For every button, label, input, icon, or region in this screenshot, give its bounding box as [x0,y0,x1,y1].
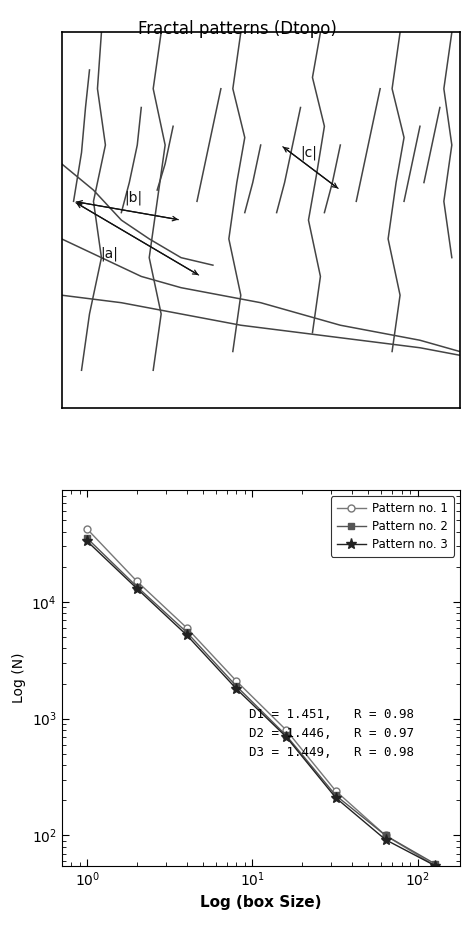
Pattern no. 1 [283,724,289,735]
Pattern no. 1 [134,576,140,587]
Text: D1 = 1.451,   R = 0.98
D2 = 1.446,   R = 0.97
D3 = 1.449,   R = 0.98: D1 = 1.451, R = 0.98 D2 = 1.446, R = 0.9… [249,708,414,759]
Pattern no. 3 [84,536,90,547]
Text: Fractal patterns (Dtopo): Fractal patterns (Dtopo) [137,20,337,38]
Pattern no. 1 [184,622,190,633]
Pattern no. 3 [333,793,339,804]
Pattern no. 3 [234,683,239,694]
Text: |c|: |c| [300,145,317,160]
Line: Pattern no. 3: Pattern no. 3 [82,536,441,871]
Y-axis label: Log (N): Log (N) [12,653,26,704]
Pattern no. 1 [432,860,438,871]
Line: Pattern no. 1: Pattern no. 1 [84,526,439,870]
Pattern no. 2 [184,627,190,638]
Pattern no. 3 [283,732,289,743]
Legend: Pattern no. 1, Pattern no. 2, Pattern no. 3: Pattern no. 1, Pattern no. 2, Pattern no… [331,496,454,557]
Pattern no. 3 [134,583,140,594]
Line: Pattern no. 2: Pattern no. 2 [84,535,439,868]
Pattern no. 2 [84,532,90,544]
Pattern no. 1 [383,830,388,841]
Pattern no. 2 [134,582,140,593]
Pattern no. 2 [383,830,388,841]
Pattern no. 1 [84,523,90,534]
Pattern no. 2 [283,730,289,741]
Pattern no. 3 [383,834,388,845]
Pattern no. 1 [333,785,339,796]
Pattern no. 1 [234,675,239,686]
Text: |a|: |a| [100,246,118,261]
Pattern no. 3 [432,860,438,871]
Pattern no. 2 [432,858,438,870]
Pattern no. 2 [333,790,339,801]
Pattern no. 3 [184,630,190,641]
Text: |b|: |b| [124,191,142,205]
Pattern no. 2 [234,681,239,692]
X-axis label: Log (box Size): Log (box Size) [200,895,321,910]
